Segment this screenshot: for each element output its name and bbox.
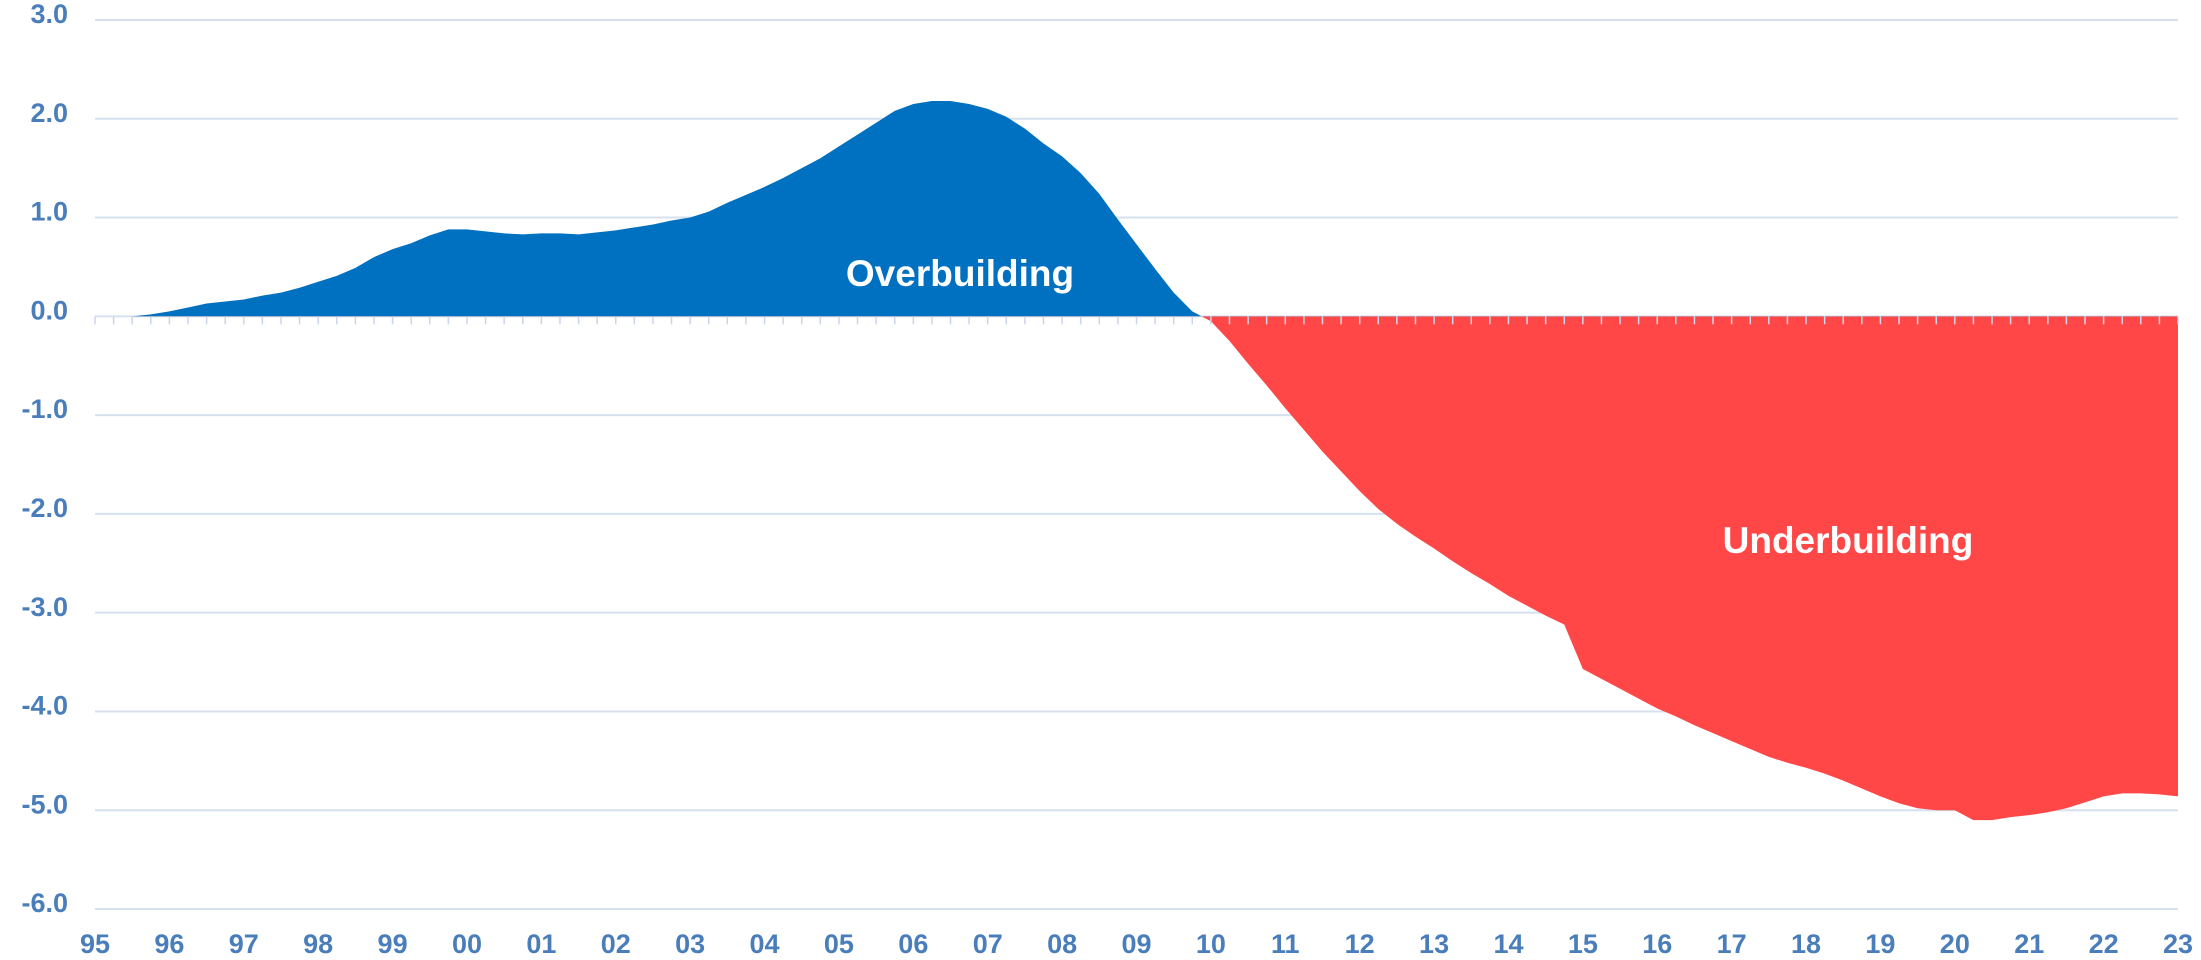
y-tick-label: -4.0 [21,691,68,721]
x-tick-label: 19 [1865,929,1895,955]
x-tick-label: 21 [2014,929,2044,955]
x-tick-label: 95 [80,929,110,955]
y-tick-label: -6.0 [21,888,68,918]
x-tick-label: 07 [973,929,1003,955]
x-tick-label: 11 [1271,929,1300,955]
y-tick-label: 3.0 [30,0,68,29]
x-tick-label: 22 [2089,929,2119,955]
y-tick-label: 2.0 [30,98,68,128]
y-tick-label: -5.0 [21,789,68,819]
x-tick-label: 98 [303,929,333,955]
x-tick-label: 17 [1717,929,1747,955]
x-tick-label: 02 [601,929,631,955]
area-negative [1201,316,2178,821]
annotation: Overbuilding [846,253,1074,294]
x-tick-label: 08 [1047,929,1077,955]
x-tick-label: 09 [1121,929,1151,955]
x-tick-label: 03 [675,929,705,955]
x-tick-label: 96 [154,929,184,955]
x-tick-label: 01 [526,929,556,955]
x-tick-label: 18 [1791,929,1821,955]
x-tick-label: 12 [1345,929,1375,955]
y-tick-label: -1.0 [21,394,68,424]
x-tick-label: 10 [1196,929,1226,955]
x-tick-label: 13 [1419,929,1449,955]
y-tick-label: -2.0 [21,493,68,523]
x-tick-label: 97 [229,929,259,955]
x-tick-label: 20 [1940,929,1970,955]
x-tick-label: 15 [1568,929,1598,955]
x-tick-label: 06 [898,929,928,955]
x-tick-label: 16 [1642,929,1672,955]
x-tick-label: 00 [452,929,482,955]
area-positive [95,100,2178,317]
x-tick-label: 05 [824,929,854,955]
y-tick-label: 0.0 [30,295,68,325]
x-tick-label: 99 [378,929,408,955]
annotation: Underbuilding [1723,520,1974,561]
y-tick-label: -3.0 [21,592,68,622]
x-tick-label: 04 [750,929,780,955]
y-tick-label: 1.0 [30,197,68,227]
x-tick-label: 14 [1493,929,1523,955]
x-tick-label: 23 [2163,929,2193,955]
